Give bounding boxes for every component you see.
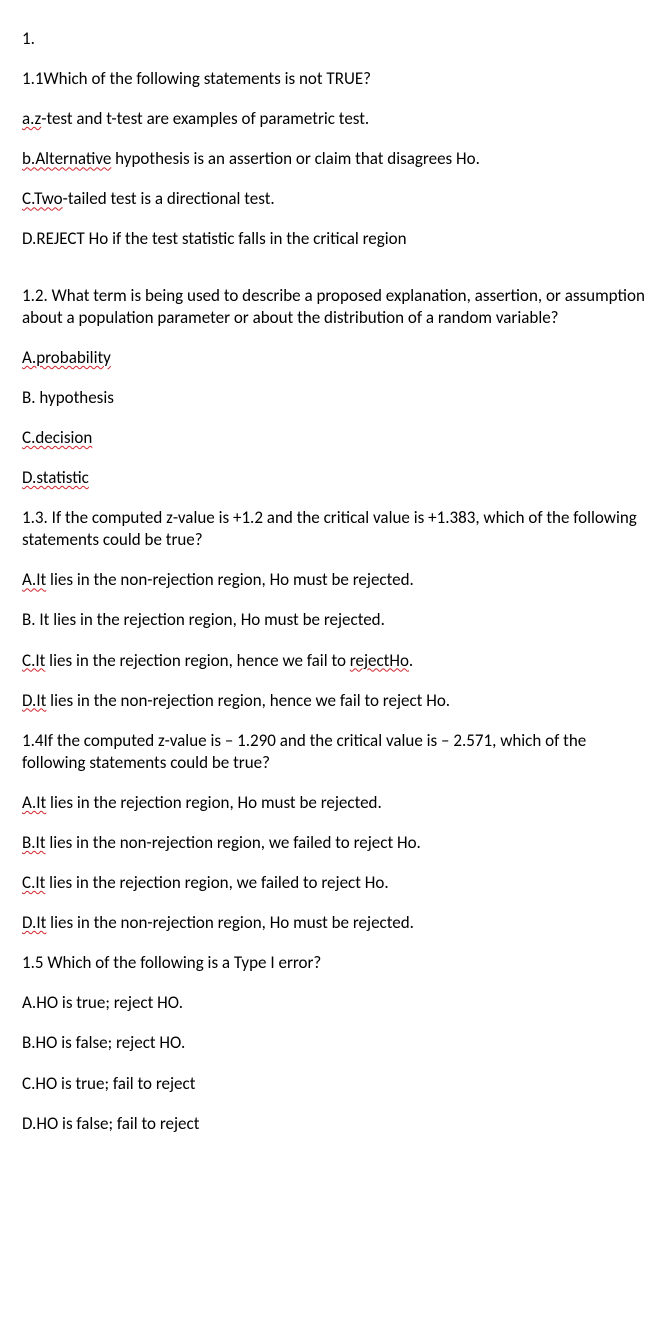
option-text: -test and t-test are examples of paramet… [41, 108, 369, 129]
spell-mark: C.It [22, 650, 45, 671]
q5-stem: 1.5 Which of the following is a Type I e… [22, 952, 645, 974]
option-text: lies in the rejection region, Ho must be… [46, 792, 382, 813]
q5-option-b: B.HO is false; reject HO. [22, 1032, 645, 1054]
option-text: lies in the rejection region, hence we f… [45, 650, 349, 671]
q2-option-c: C.decision [22, 427, 645, 449]
q3-option-c: C.It lies in the rejection region, hence… [22, 650, 645, 672]
spell-mark: B.It [22, 832, 46, 853]
option-text: lies in the non-rejection region, we fai… [46, 832, 421, 853]
q2-stem: 1.2. What term is being used to describe… [22, 285, 645, 329]
spell-mark: D.It [22, 690, 46, 711]
spell-mark: D.It [22, 912, 46, 933]
q5-option-c: C.HO is true; fail to reject [22, 1073, 645, 1095]
q5-option-d: D.HO is false; fail to reject [22, 1113, 645, 1135]
q5-option-a: A.HO is true; reject HO. [22, 992, 645, 1014]
option-text: lies in the non-rejection region, hence … [46, 690, 450, 711]
q1-option-b: b.Alternative hypothesis is an assertion… [22, 148, 645, 170]
q4-option-c: C.It lies in the rejection region, we fa… [22, 872, 645, 894]
document-page: 1. 1.1Which of the following statements … [0, 0, 667, 1183]
q1-option-a: a.z-test and t-test are examples of para… [22, 108, 645, 130]
q1-option-c: C.Two-tailed test is a directional test. [22, 188, 645, 210]
q4-option-b: B.It lies in the non-rejection region, w… [22, 832, 645, 854]
q4-option-d: D.It lies in the non-rejection region, H… [22, 912, 645, 934]
q4-stem: 1.4If the computed z-value is – 1.290 an… [22, 730, 645, 774]
option-text: hypothesis is an assertion or claim that… [111, 148, 480, 169]
q3-stem: 1.3. If the computed z-value is +1.2 and… [22, 507, 645, 551]
option-text: lies in the non-rejection region, Ho mus… [46, 569, 414, 590]
q3-option-a: A.It lies in the non-rejection region, H… [22, 569, 645, 591]
q3-option-d: D.It lies in the non-rejection region, h… [22, 690, 645, 712]
q2-option-d: D.statistic [22, 467, 645, 489]
q4-option-a: A.It lies in the rejection region, Ho mu… [22, 792, 645, 814]
q1-option-d: D.REJECT Ho if the test statistic falls … [22, 228, 645, 250]
option-text: -tailed test is a directional test. [63, 188, 275, 209]
spell-mark: A.It [22, 569, 46, 590]
section-number: 1. [22, 28, 645, 50]
spell-mark: a.z [22, 108, 41, 129]
spell-mark: C.decision [22, 427, 92, 448]
q3-option-b: B. It lies in the rejection region, Ho m… [22, 609, 645, 631]
spell-mark: A.It [22, 792, 46, 813]
spell-mark: C.Two [22, 188, 63, 209]
q2-option-b: B. hypothesis [22, 387, 645, 409]
option-text: lies in the non-rejection region, Ho mus… [46, 912, 414, 933]
q1-stem: 1.1Which of the following statements is … [22, 68, 645, 90]
spell-mark: A.probability [22, 347, 111, 368]
spell-mark: C.It [22, 872, 45, 893]
spell-mark: D.statistic [22, 467, 89, 488]
q2-option-a: A.probability [22, 347, 645, 369]
spell-mark: rejectHo [350, 650, 409, 671]
spell-mark: b.Alternative [22, 148, 111, 169]
option-text: . [409, 650, 413, 671]
option-text: lies in the rejection region, we failed … [45, 872, 388, 893]
